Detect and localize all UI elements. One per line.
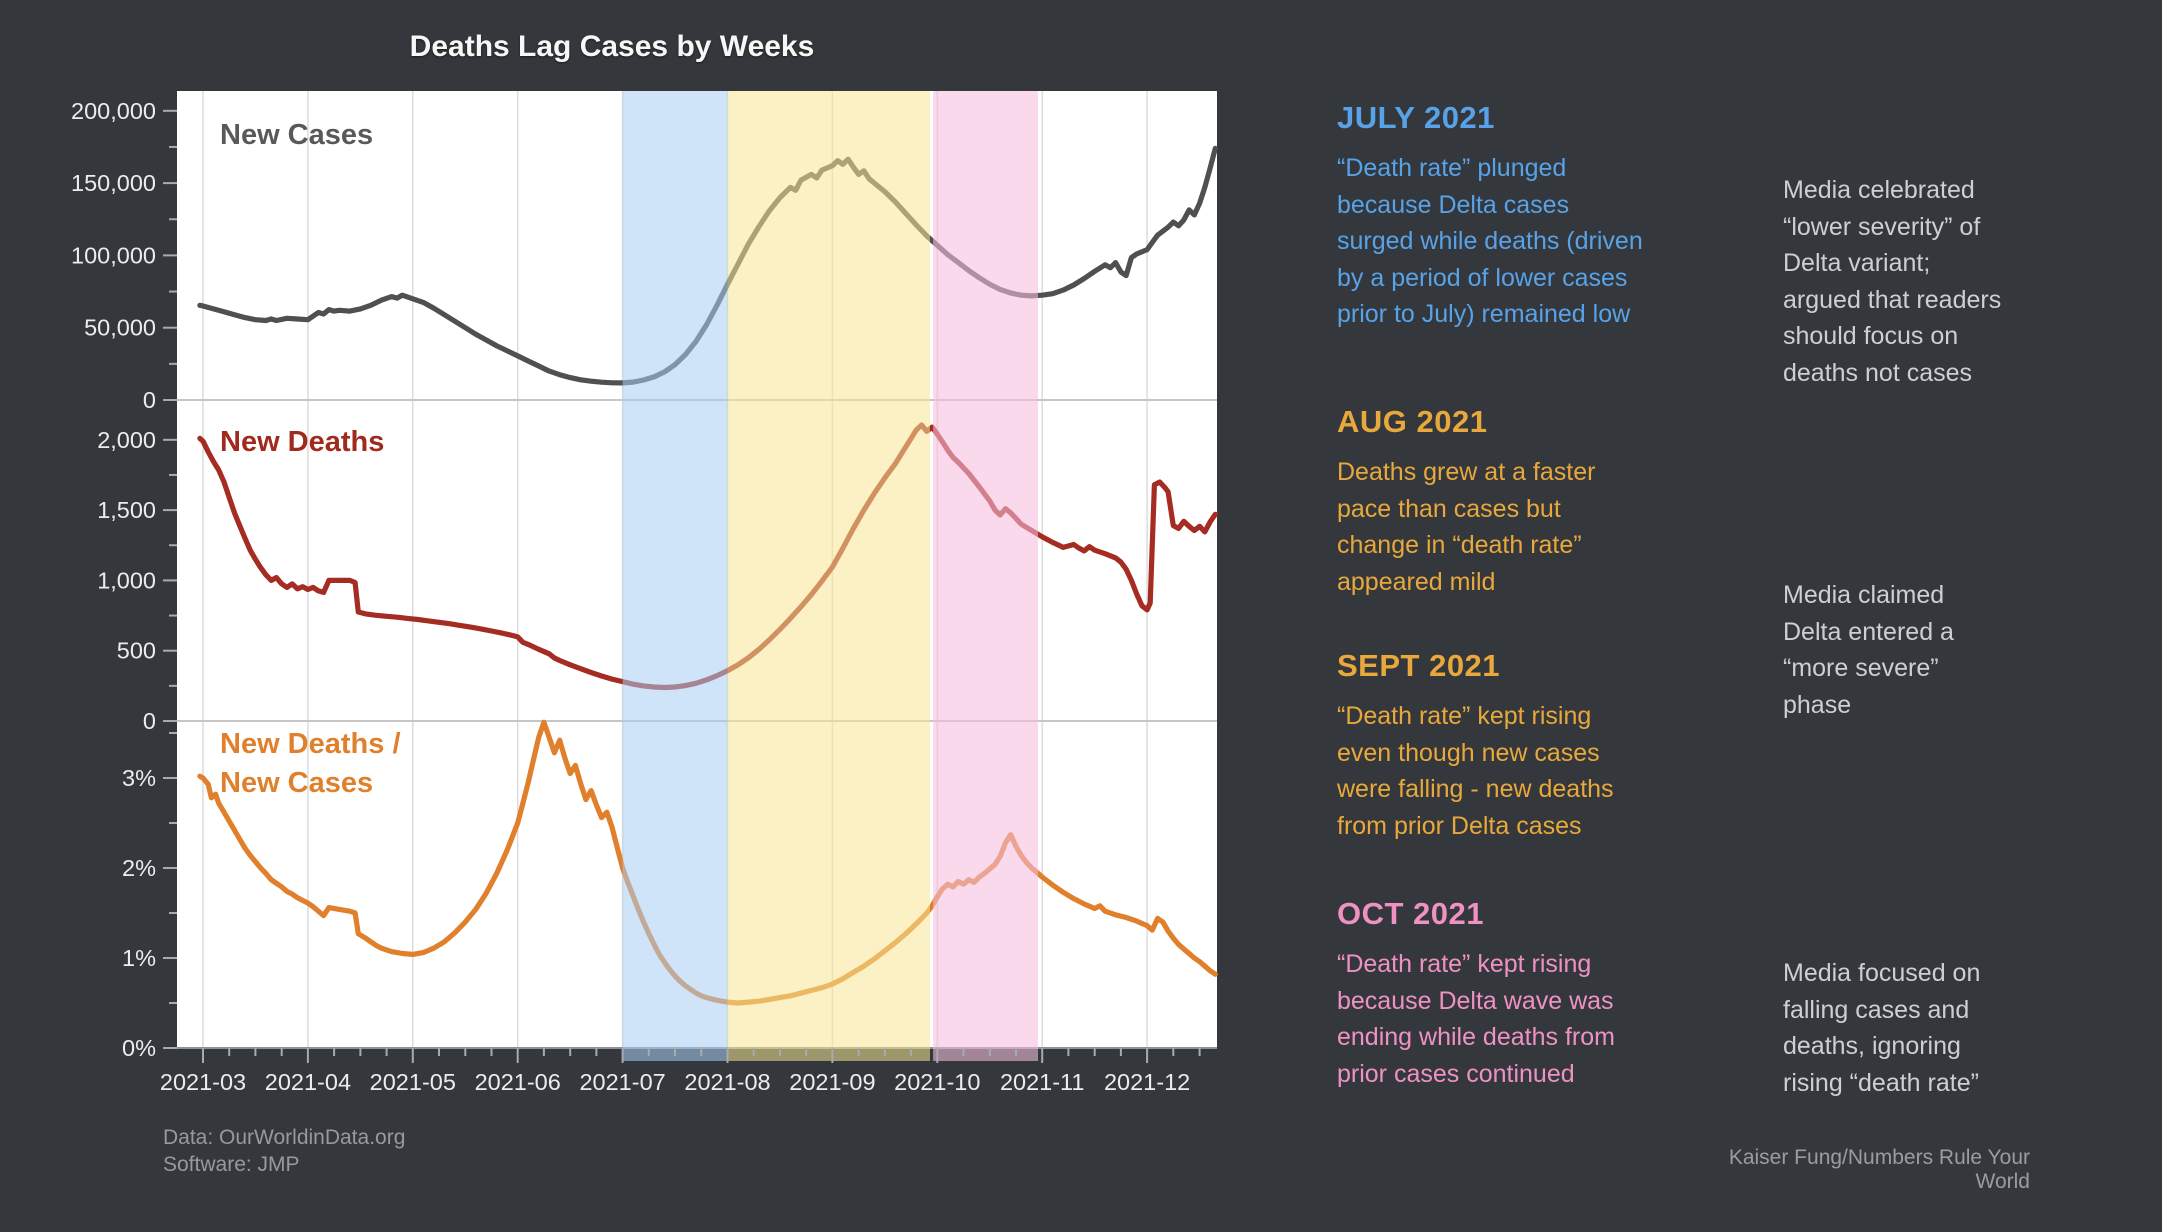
annotation-oct: OCT 2021 “Death rate” kept rising becaus… [1337, 896, 1777, 1092]
annotation-oct-body: “Death rate” kept rising because Delta w… [1337, 950, 1615, 1088]
aug-sept-band [727, 91, 930, 1061]
y-tick-label: 50,000 [84, 315, 156, 341]
media-note-oct: Media focused on falling cases and death… [1783, 959, 1981, 1097]
panel-label-ratio: New Deaths / [220, 728, 401, 760]
y-tick-label: 500 [117, 638, 156, 664]
x-tick-label: 2021-10 [894, 1069, 980, 1095]
chart-canvas: 2021-03 2021-04 2021-05 2021-06 2021-07 2021-… [71, 91, 1218, 1095]
y-tick-label: 0 [143, 387, 156, 413]
annotation-aug: AUG 2021 Deaths grew at a faster pace th… [1337, 404, 1777, 600]
panel-label-ratio: New Cases [220, 767, 373, 799]
x-tick-label: 2021-12 [1104, 1069, 1190, 1095]
y-tick-label: 0% [122, 1035, 156, 1061]
x-tick-label: 2021-08 [684, 1069, 770, 1095]
y-tick-label: 2,000 [97, 427, 156, 453]
media-note-aug-sept: Media claimed Delta entered a “more seve… [1783, 581, 1954, 719]
y-tick-label: 1% [122, 945, 156, 971]
annotation-oct-heading: OCT 2021 [1337, 896, 1485, 931]
x-tick-label: 2021-09 [789, 1069, 875, 1095]
panel-label-cases: New Cases [220, 119, 373, 151]
annotation-july-body: “Death rate” plunged because Delta cases… [1337, 154, 1643, 328]
chart-title: Deaths Lag Cases by Weeks [409, 30, 815, 63]
y-tick-label: 100,000 [71, 242, 156, 268]
x-tick-label: 2021-11 [1000, 1069, 1085, 1095]
y-tick-label: 3% [122, 765, 156, 791]
y-tick-label: 1,000 [97, 567, 156, 593]
y-tick-label: 1,500 [97, 497, 156, 523]
x-tick-label: 2021-07 [579, 1069, 665, 1095]
media-note-july: Media celebrated “lower severity” of Del… [1783, 176, 2002, 387]
y-tick-label: 150,000 [71, 170, 156, 196]
y-tick-label: 2% [122, 855, 156, 881]
annotation-sept-body: “Death rate” kept rising even though new… [1337, 702, 1614, 840]
annotation-sept: SEPT 2021 “Death rate” kept rising even … [1337, 648, 1777, 844]
y-tick-label: 200,000 [71, 98, 156, 124]
data-source-note: Data: OurWorldinData.org Software: JMP [163, 1126, 406, 1176]
annotation-aug-body: Deaths grew at a faster pace than cases … [1337, 458, 1596, 596]
annotation-sept-heading: SEPT 2021 [1337, 648, 1501, 683]
panel-label-deaths: New Deaths [220, 426, 384, 458]
oct-band [933, 91, 1038, 1061]
july-band [622, 91, 728, 1061]
author-credit: Kaiser Fung/Numbers Rule Your World [1728, 1146, 2030, 1193]
x-tick-label: 2021-05 [370, 1069, 456, 1095]
x-tick-label: 2021-03 [160, 1069, 246, 1095]
annotation-july: JULY 2021 “Death rate” plunged because D… [1337, 100, 1777, 333]
y-tick-label: 0 [143, 708, 156, 734]
annotation-aug-heading: AUG 2021 [1337, 404, 1488, 439]
x-tick-label: 2021-06 [475, 1069, 561, 1095]
x-tick-label: 2021-04 [265, 1069, 351, 1095]
annotation-july-heading: JULY 2021 [1337, 100, 1495, 135]
